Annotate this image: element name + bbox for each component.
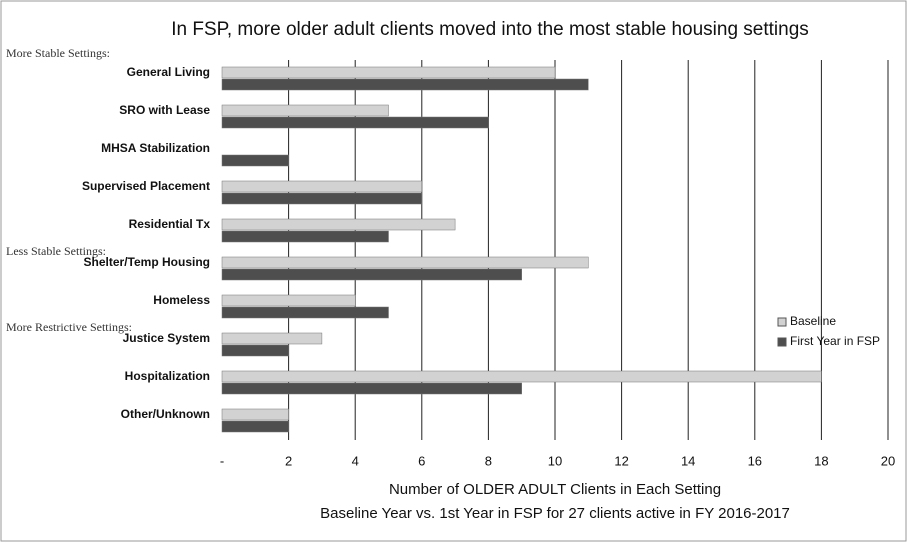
y-tick-label: MHSA Stabilization	[101, 141, 210, 155]
x-axis-label: Number of OLDER ADULT Clients in Each Se…	[389, 481, 721, 498]
bar	[221, 230, 389, 243]
x-tick-label: 8	[485, 453, 492, 468]
bar	[221, 306, 389, 319]
x-tick-label: 4	[352, 453, 359, 468]
bar	[221, 256, 589, 269]
x-tick-label: 2	[285, 453, 292, 468]
chart-title: In FSP, more older adult clients moved i…	[171, 19, 809, 40]
bar	[221, 420, 289, 433]
bar	[221, 66, 556, 79]
bar	[221, 370, 822, 383]
bar	[221, 104, 389, 117]
bar	[221, 116, 489, 129]
bar	[221, 382, 522, 395]
x-tick-label: 18	[814, 453, 828, 468]
y-tick-label: Homeless	[153, 293, 210, 307]
bar	[221, 180, 423, 193]
bar	[221, 78, 589, 91]
bar	[221, 294, 356, 307]
bar	[221, 154, 289, 167]
bar	[221, 344, 289, 357]
group-label: More Restrictive Settings:	[6, 320, 132, 334]
y-tick-label: SRO with Lease	[119, 103, 210, 117]
x-tick-label: -	[220, 453, 224, 468]
y-tick-label: Residential Tx	[129, 217, 211, 231]
x-tick-label: 10	[548, 453, 562, 468]
bar	[221, 218, 456, 231]
group-label: More Stable Settings:	[6, 46, 110, 60]
y-tick-label: Hospitalization	[125, 369, 210, 383]
x-tick-label: 6	[418, 453, 425, 468]
bar	[221, 192, 423, 205]
legend-swatch	[777, 317, 787, 327]
y-tick-label: Shelter/Temp Housing	[84, 255, 210, 269]
x-tick-label: 14	[681, 453, 695, 468]
legend-label: Baseline	[790, 314, 836, 328]
bar	[221, 408, 289, 421]
x-tick-label: 16	[748, 453, 762, 468]
y-tick-label: Other/Unknown	[121, 407, 210, 421]
y-tick-label: Justice System	[123, 331, 210, 345]
x-tick-label: 20	[881, 453, 895, 468]
bar	[221, 332, 323, 345]
bar	[221, 268, 522, 281]
subtitle: Baseline Year vs. 1st Year in FSP for 27…	[320, 505, 790, 522]
legend-label: First Year in FSP	[790, 334, 880, 348]
x-tick-label: 12	[614, 453, 628, 468]
group-label: Less Stable Settings:	[6, 244, 106, 258]
y-tick-label: General Living	[127, 65, 210, 79]
legend-swatch	[777, 337, 787, 347]
y-tick-label: Supervised Placement	[82, 179, 210, 193]
